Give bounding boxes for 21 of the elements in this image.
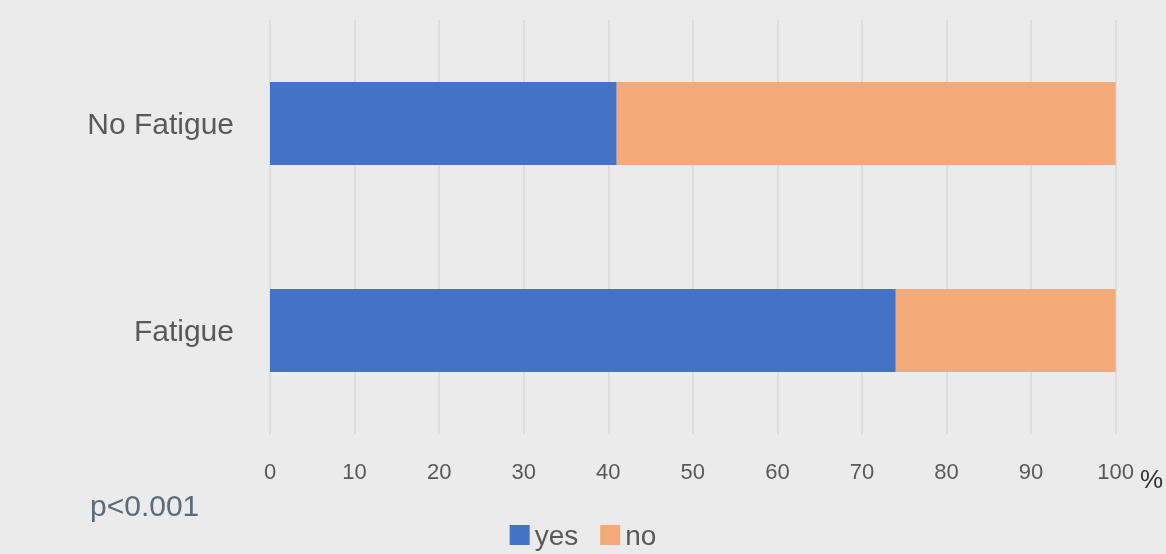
y-tick-label: Fatigue — [133, 314, 234, 347]
x-tick-label: 10 — [342, 458, 367, 484]
x-tick-label: 50 — [680, 458, 706, 484]
legend-label: no — [625, 519, 657, 551]
x-tick-label: 20 — [426, 458, 452, 484]
x-tick-label: 70 — [849, 458, 875, 484]
bar — [270, 82, 617, 165]
x-tick-label: 30 — [511, 458, 536, 484]
legend-label: yes — [534, 519, 579, 551]
bar — [616, 82, 1116, 165]
bar — [270, 289, 896, 372]
bar — [895, 289, 1116, 372]
text: p<0.001 — [90, 488, 200, 522]
x-axis-title: % — [1139, 464, 1164, 494]
x-tick-label: 60 — [765, 458, 790, 484]
x-tick-label: 0 — [263, 458, 277, 484]
x-tick-label: 40 — [596, 458, 621, 484]
x-tick-label: 80 — [934, 458, 959, 484]
y-tick-label: No Fatigue — [87, 107, 234, 140]
x-tick-label: 100 — [1097, 458, 1134, 484]
x-tick-label: 90 — [1018, 458, 1044, 484]
